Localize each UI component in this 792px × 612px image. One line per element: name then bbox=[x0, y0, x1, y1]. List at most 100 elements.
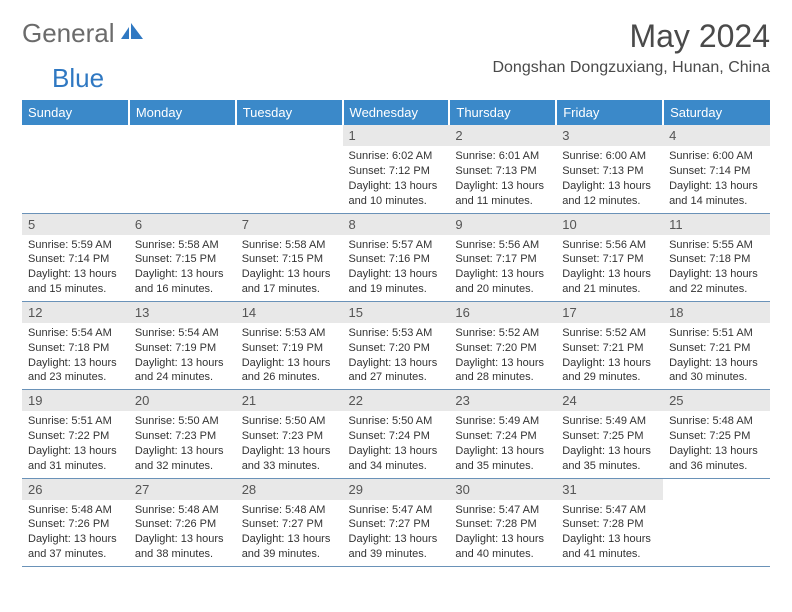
logo: General bbox=[22, 18, 147, 49]
day-number: 26 bbox=[22, 479, 129, 500]
day-number: 28 bbox=[236, 479, 343, 500]
day-number: 18 bbox=[663, 302, 770, 323]
calendar-cell: 30Sunrise: 5:47 AMSunset: 7:28 PMDayligh… bbox=[449, 478, 556, 566]
calendar-cell: 24Sunrise: 5:49 AMSunset: 7:25 PMDayligh… bbox=[556, 390, 663, 478]
day-header-row: SundayMondayTuesdayWednesdayThursdayFrid… bbox=[22, 100, 770, 125]
day-details: Sunrise: 5:47 AMSunset: 7:28 PMDaylight:… bbox=[449, 500, 556, 566]
calendar-cell: 27Sunrise: 5:48 AMSunset: 7:26 PMDayligh… bbox=[129, 478, 236, 566]
day-header: Wednesday bbox=[343, 100, 450, 125]
day-number: 15 bbox=[343, 302, 450, 323]
calendar-cell: 11Sunrise: 5:55 AMSunset: 7:18 PMDayligh… bbox=[663, 213, 770, 301]
calendar-cell bbox=[236, 125, 343, 213]
day-details: Sunrise: 5:52 AMSunset: 7:20 PMDaylight:… bbox=[449, 323, 556, 389]
day-details: Sunrise: 5:58 AMSunset: 7:15 PMDaylight:… bbox=[236, 235, 343, 301]
calendar-cell: 28Sunrise: 5:48 AMSunset: 7:27 PMDayligh… bbox=[236, 478, 343, 566]
day-number: 1 bbox=[343, 125, 450, 146]
day-details: Sunrise: 5:47 AMSunset: 7:27 PMDaylight:… bbox=[343, 500, 450, 566]
calendar-cell: 9Sunrise: 5:56 AMSunset: 7:17 PMDaylight… bbox=[449, 213, 556, 301]
logo-sails-icon bbox=[119, 21, 145, 46]
day-header: Friday bbox=[556, 100, 663, 125]
day-header: Sunday bbox=[22, 100, 129, 125]
day-number: 22 bbox=[343, 390, 450, 411]
day-number: 19 bbox=[22, 390, 129, 411]
day-number: 2 bbox=[449, 125, 556, 146]
calendar-cell: 23Sunrise: 5:49 AMSunset: 7:24 PMDayligh… bbox=[449, 390, 556, 478]
calendar-cell: 17Sunrise: 5:52 AMSunset: 7:21 PMDayligh… bbox=[556, 301, 663, 389]
day-details: Sunrise: 5:59 AMSunset: 7:14 PMDaylight:… bbox=[22, 235, 129, 301]
day-header: Thursday bbox=[449, 100, 556, 125]
day-number: 31 bbox=[556, 479, 663, 500]
location-text: Dongshan Dongzuxiang, Hunan, China bbox=[492, 59, 770, 77]
day-number: 21 bbox=[236, 390, 343, 411]
day-number: 10 bbox=[556, 214, 663, 235]
day-details: Sunrise: 5:50 AMSunset: 7:23 PMDaylight:… bbox=[236, 411, 343, 477]
day-details: Sunrise: 5:50 AMSunset: 7:24 PMDaylight:… bbox=[343, 411, 450, 477]
day-number: 12 bbox=[22, 302, 129, 323]
day-number: 4 bbox=[663, 125, 770, 146]
day-details: Sunrise: 6:01 AMSunset: 7:13 PMDaylight:… bbox=[449, 146, 556, 212]
day-details: Sunrise: 5:49 AMSunset: 7:25 PMDaylight:… bbox=[556, 411, 663, 477]
day-details: Sunrise: 5:48 AMSunset: 7:27 PMDaylight:… bbox=[236, 500, 343, 566]
calendar-cell: 31Sunrise: 5:47 AMSunset: 7:28 PMDayligh… bbox=[556, 478, 663, 566]
calendar-cell bbox=[22, 125, 129, 213]
calendar-cell: 5Sunrise: 5:59 AMSunset: 7:14 PMDaylight… bbox=[22, 213, 129, 301]
day-number: 27 bbox=[129, 479, 236, 500]
calendar-cell: 6Sunrise: 5:58 AMSunset: 7:15 PMDaylight… bbox=[129, 213, 236, 301]
day-details: Sunrise: 6:00 AMSunset: 7:13 PMDaylight:… bbox=[556, 146, 663, 212]
day-details: Sunrise: 5:47 AMSunset: 7:28 PMDaylight:… bbox=[556, 500, 663, 566]
calendar-cell: 8Sunrise: 5:57 AMSunset: 7:16 PMDaylight… bbox=[343, 213, 450, 301]
day-details: Sunrise: 5:57 AMSunset: 7:16 PMDaylight:… bbox=[343, 235, 450, 301]
calendar-week-row: 26Sunrise: 5:48 AMSunset: 7:26 PMDayligh… bbox=[22, 478, 770, 566]
calendar-week-row: 1Sunrise: 6:02 AMSunset: 7:12 PMDaylight… bbox=[22, 125, 770, 213]
calendar-cell: 4Sunrise: 6:00 AMSunset: 7:14 PMDaylight… bbox=[663, 125, 770, 213]
day-details: Sunrise: 5:55 AMSunset: 7:18 PMDaylight:… bbox=[663, 235, 770, 301]
calendar-cell: 7Sunrise: 5:58 AMSunset: 7:15 PMDaylight… bbox=[236, 213, 343, 301]
calendar-cell: 1Sunrise: 6:02 AMSunset: 7:12 PMDaylight… bbox=[343, 125, 450, 213]
day-details: Sunrise: 6:02 AMSunset: 7:12 PMDaylight:… bbox=[343, 146, 450, 212]
calendar-cell: 16Sunrise: 5:52 AMSunset: 7:20 PMDayligh… bbox=[449, 301, 556, 389]
day-number: 11 bbox=[663, 214, 770, 235]
calendar-week-row: 5Sunrise: 5:59 AMSunset: 7:14 PMDaylight… bbox=[22, 213, 770, 301]
calendar-cell: 15Sunrise: 5:53 AMSunset: 7:20 PMDayligh… bbox=[343, 301, 450, 389]
day-number: 5 bbox=[22, 214, 129, 235]
day-number: 6 bbox=[129, 214, 236, 235]
day-details: Sunrise: 5:52 AMSunset: 7:21 PMDaylight:… bbox=[556, 323, 663, 389]
day-number: 29 bbox=[343, 479, 450, 500]
day-number: 23 bbox=[449, 390, 556, 411]
calendar-cell: 21Sunrise: 5:50 AMSunset: 7:23 PMDayligh… bbox=[236, 390, 343, 478]
calendar-week-row: 19Sunrise: 5:51 AMSunset: 7:22 PMDayligh… bbox=[22, 390, 770, 478]
calendar-week-row: 12Sunrise: 5:54 AMSunset: 7:18 PMDayligh… bbox=[22, 301, 770, 389]
calendar-cell: 19Sunrise: 5:51 AMSunset: 7:22 PMDayligh… bbox=[22, 390, 129, 478]
logo-text-general: General bbox=[22, 18, 115, 49]
day-number: 16 bbox=[449, 302, 556, 323]
day-header: Monday bbox=[129, 100, 236, 125]
day-details: Sunrise: 5:53 AMSunset: 7:20 PMDaylight:… bbox=[343, 323, 450, 389]
calendar-table: SundayMondayTuesdayWednesdayThursdayFrid… bbox=[22, 100, 770, 567]
calendar-cell: 22Sunrise: 5:50 AMSunset: 7:24 PMDayligh… bbox=[343, 390, 450, 478]
day-details: Sunrise: 5:49 AMSunset: 7:24 PMDaylight:… bbox=[449, 411, 556, 477]
calendar-cell: 26Sunrise: 5:48 AMSunset: 7:26 PMDayligh… bbox=[22, 478, 129, 566]
calendar-cell: 3Sunrise: 6:00 AMSunset: 7:13 PMDaylight… bbox=[556, 125, 663, 213]
calendar-cell bbox=[663, 478, 770, 566]
day-details: Sunrise: 5:54 AMSunset: 7:19 PMDaylight:… bbox=[129, 323, 236, 389]
day-header: Saturday bbox=[663, 100, 770, 125]
day-number: 24 bbox=[556, 390, 663, 411]
calendar-cell: 13Sunrise: 5:54 AMSunset: 7:19 PMDayligh… bbox=[129, 301, 236, 389]
day-details: Sunrise: 5:51 AMSunset: 7:21 PMDaylight:… bbox=[663, 323, 770, 389]
day-number: 13 bbox=[129, 302, 236, 323]
calendar-cell: 2Sunrise: 6:01 AMSunset: 7:13 PMDaylight… bbox=[449, 125, 556, 213]
day-details: Sunrise: 6:00 AMSunset: 7:14 PMDaylight:… bbox=[663, 146, 770, 212]
day-details: Sunrise: 5:50 AMSunset: 7:23 PMDaylight:… bbox=[129, 411, 236, 477]
day-number: 7 bbox=[236, 214, 343, 235]
day-number: 8 bbox=[343, 214, 450, 235]
calendar-cell: 10Sunrise: 5:56 AMSunset: 7:17 PMDayligh… bbox=[556, 213, 663, 301]
day-number: 14 bbox=[236, 302, 343, 323]
day-number: 9 bbox=[449, 214, 556, 235]
calendar-cell: 25Sunrise: 5:48 AMSunset: 7:25 PMDayligh… bbox=[663, 390, 770, 478]
logo-text-blue: Blue bbox=[52, 63, 104, 94]
day-details: Sunrise: 5:58 AMSunset: 7:15 PMDaylight:… bbox=[129, 235, 236, 301]
day-details: Sunrise: 5:48 AMSunset: 7:26 PMDaylight:… bbox=[129, 500, 236, 566]
day-header: Tuesday bbox=[236, 100, 343, 125]
day-number: 25 bbox=[663, 390, 770, 411]
title-block: May 2024 Dongshan Dongzuxiang, Hunan, Ch… bbox=[492, 18, 770, 77]
